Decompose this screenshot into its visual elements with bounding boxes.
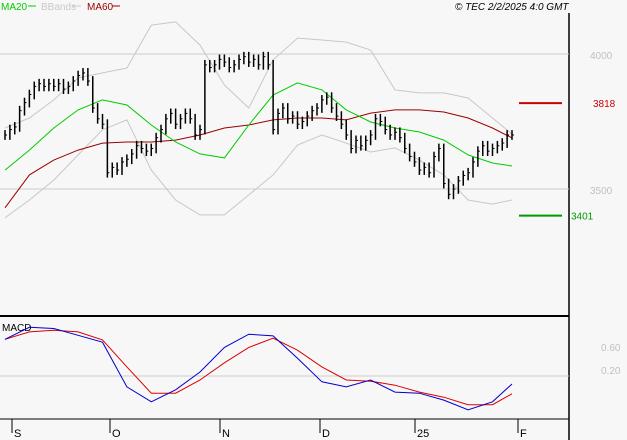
macd-title: MACD: [2, 323, 31, 334]
x-tick-label: O: [112, 428, 121, 440]
x-tick-label: 25: [417, 428, 429, 440]
price-panel: 4000 3500 3818 3401: [0, 21, 616, 223]
ma60-line: [4, 109, 513, 209]
bbands-upper-line: [4, 21, 513, 135]
legend: MA20 BBands MA60 © TEC 2/2/2025 4:0 GMT: [1, 2, 569, 13]
legend-bbands: BBands: [41, 2, 76, 13]
y-tick-label: 4000: [590, 51, 613, 62]
x-axis: S O N D 25 F: [11, 419, 527, 440]
macd-panel: MACD 0.60 0.20: [0, 323, 621, 411]
legend-ma20: MA20: [1, 2, 28, 13]
ma20-line: [4, 82, 513, 171]
macd-y-tick-label: 0.60: [601, 343, 621, 354]
y-tick-label: 3500: [590, 186, 613, 197]
signal-line: [4, 329, 513, 406]
x-tick-label: N: [222, 428, 230, 440]
x-tick-label: D: [322, 428, 330, 440]
x-tick-label: S: [14, 428, 21, 440]
macd-y-tick-label: 0.20: [601, 366, 621, 377]
support-label: 3401: [571, 212, 594, 223]
copyright: © TEC 2/2/2025 4:0 GMT: [455, 2, 569, 13]
x-tick-label: F: [520, 428, 527, 440]
legend-ma60: MA60: [87, 2, 114, 13]
bbands-lower-line: [4, 119, 513, 219]
macd-line: [4, 326, 513, 411]
resistance-label: 3818: [593, 99, 616, 110]
